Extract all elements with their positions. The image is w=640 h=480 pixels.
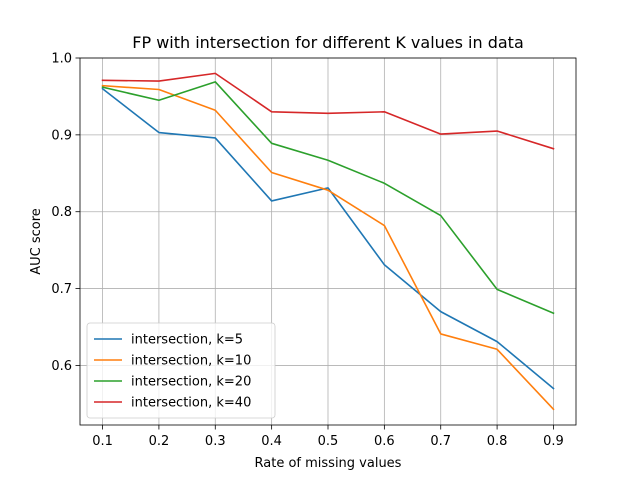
y-tick-label: 0.7 bbox=[51, 282, 72, 297]
legend-label: intersection, k=20 bbox=[131, 375, 251, 390]
y-axis-title: AUC score bbox=[29, 208, 44, 275]
series-line bbox=[101, 72, 555, 150]
legend-label: intersection, k=5 bbox=[131, 333, 243, 348]
y-tick-label: 1.0 bbox=[51, 52, 72, 67]
legend: intersection, k=5 intersection, k=10 inter… bbox=[86, 322, 276, 419]
axis-ticks: 0.1 0.2 0.3 0.4 0.5 0.6 0.7 0.8 0.9 0.6 0.7 0.8 0.9 1… bbox=[51, 52, 563, 450]
legend-label: intersection, k=10 bbox=[131, 354, 251, 369]
y-tick-label: 0.6 bbox=[51, 359, 72, 374]
chart-title: FP with intersection for different K val… bbox=[132, 33, 524, 52]
x-tick-label: 0.7 bbox=[430, 434, 451, 449]
legend-label: intersection, k=40 bbox=[131, 396, 251, 411]
y-tick-label: 0.8 bbox=[51, 205, 72, 220]
x-tick-label: 0.2 bbox=[149, 434, 170, 449]
y-tick-label: 0.9 bbox=[51, 128, 72, 143]
series-layer bbox=[101, 72, 555, 411]
series-line bbox=[101, 81, 555, 315]
x-tick-label: 0.3 bbox=[205, 434, 226, 449]
x-tick-label: 0.4 bbox=[261, 434, 282, 449]
series-line bbox=[101, 84, 555, 411]
x-tick-label: 0.1 bbox=[92, 434, 113, 449]
x-tick-label: 0.6 bbox=[374, 434, 395, 449]
legend-box bbox=[86, 322, 276, 419]
x-tick-label: 0.8 bbox=[487, 434, 508, 449]
x-tick-label: 0.9 bbox=[543, 434, 564, 449]
x-tick-label: 0.5 bbox=[318, 434, 339, 449]
x-axis-title: Rate of missing values bbox=[255, 456, 402, 471]
series-line bbox=[101, 87, 555, 390]
